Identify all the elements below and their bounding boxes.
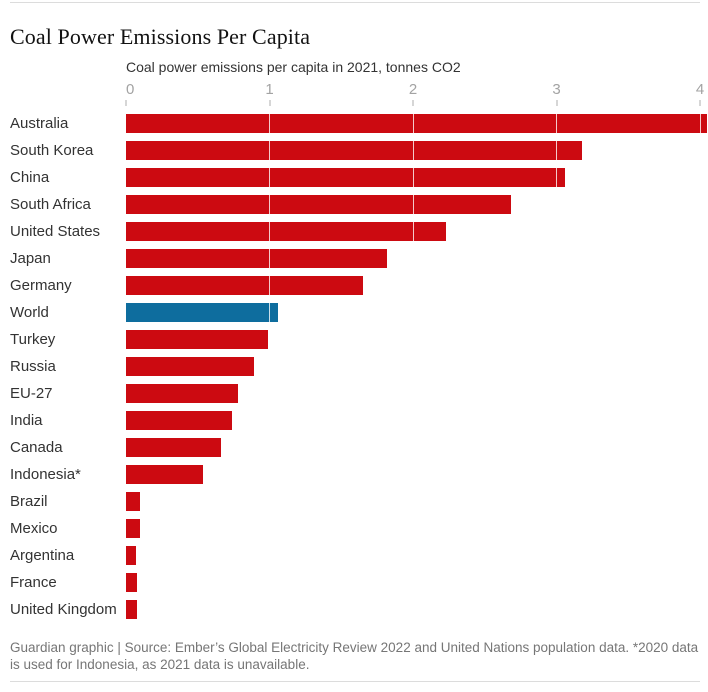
category-label: United States [10, 223, 101, 240]
row-plot-area [126, 573, 708, 592]
category-label: Indonesia* [10, 466, 81, 483]
category-label: World [10, 304, 49, 321]
category-label: India [10, 412, 43, 429]
chart-row: Indonesia* [10, 461, 708, 488]
row-plot-area [126, 249, 708, 268]
category-label: France [10, 574, 57, 591]
x-tick-label: 1 [265, 81, 274, 98]
chart-row: World [10, 299, 708, 326]
value-bar [126, 249, 388, 268]
value-bar [126, 276, 363, 295]
category-label: Brazil [10, 493, 48, 510]
x-tick-label: 3 [552, 81, 561, 98]
chart-row: South Africa [10, 191, 708, 218]
chart-subtitle: Coal power emissions per capita in 2021,… [126, 59, 461, 75]
chart-row: Turkey [10, 326, 708, 353]
row-plot-area [126, 114, 708, 133]
x-tick-mark [125, 100, 127, 106]
row-plot-area [126, 168, 708, 187]
chart-row: China [10, 164, 708, 191]
value-bar [126, 465, 204, 484]
category-label: Mexico [10, 520, 58, 537]
value-bar [126, 600, 138, 619]
row-plot-area [126, 303, 708, 322]
row-plot-area [126, 438, 708, 457]
chart-row: Canada [10, 434, 708, 461]
row-plot-area [126, 195, 708, 214]
chart-row: Russia [10, 353, 708, 380]
value-bar [126, 519, 141, 538]
chart-row: Germany [10, 272, 708, 299]
row-plot-area [126, 141, 708, 160]
category-label: South Africa [10, 196, 91, 213]
row-plot-area [126, 600, 708, 619]
value-bar [126, 411, 233, 430]
category-label: China [10, 169, 50, 186]
category-label: Argentina [10, 547, 75, 564]
page-title: Coal Power Emissions Per Capita [10, 23, 311, 49]
category-label: Turkey [10, 331, 56, 348]
chart-row: United Kingdom [10, 596, 708, 623]
x-tick-label: 0 [126, 81, 135, 98]
source-footer: Guardian graphic | Source: Ember’s Globa… [10, 640, 699, 672]
chart-row: Brazil [10, 488, 708, 515]
x-tick-mark [412, 100, 414, 106]
chart-row: Mexico [10, 515, 708, 542]
value-bar [126, 384, 238, 403]
row-plot-area [126, 330, 708, 349]
chart-row: South Korea [10, 137, 708, 164]
value-bar [126, 195, 511, 214]
row-plot-area [126, 384, 708, 403]
chart-row: Australia [10, 110, 708, 137]
row-plot-area [126, 519, 708, 538]
category-label: Russia [10, 358, 56, 375]
x-tick-label: 2 [408, 81, 418, 98]
value-bar [126, 438, 221, 457]
value-bar [126, 357, 254, 376]
category-label: EU-27 [10, 385, 53, 402]
value-bar [126, 114, 708, 133]
chart-row: France [10, 569, 708, 596]
x-tick-mark [699, 100, 701, 106]
x-tick-label: 4 [695, 81, 705, 98]
chart-row: Japan [10, 245, 708, 272]
row-plot-area [126, 411, 708, 430]
bar-chart-rows: Australia South Korea China South Africa Uni… [10, 110, 708, 623]
value-bar [126, 573, 138, 592]
category-label: Germany [10, 277, 72, 294]
chart-row: Argentina [10, 542, 708, 569]
chart-row: EU-27 [10, 380, 708, 407]
top-divider [10, 2, 700, 3]
value-bar [126, 141, 583, 160]
value-bar [126, 222, 446, 241]
category-label: Australia [10, 115, 69, 132]
x-axis-tick-marks [125, 100, 701, 106]
value-bar [126, 330, 269, 349]
category-label: Japan [10, 250, 51, 267]
value-bar [126, 303, 279, 322]
category-label: South Korea [10, 142, 94, 159]
row-plot-area [126, 492, 708, 511]
value-bar [126, 546, 137, 565]
row-plot-area [126, 546, 708, 565]
value-bar [126, 168, 566, 187]
category-label: Canada [10, 439, 63, 456]
row-plot-area [126, 465, 708, 484]
row-plot-area [126, 222, 708, 241]
row-plot-area [126, 276, 708, 295]
chart-row: India [10, 407, 708, 434]
x-tick-mark [555, 100, 558, 106]
x-axis-tick-labels: 0 1 2 3 4 [126, 81, 704, 99]
x-tick-mark [268, 100, 271, 106]
chart-row: United States [10, 218, 708, 245]
value-bar [126, 492, 141, 511]
row-plot-area [126, 357, 708, 376]
category-label: United Kingdom [10, 601, 117, 618]
bottom-divider [10, 681, 700, 682]
